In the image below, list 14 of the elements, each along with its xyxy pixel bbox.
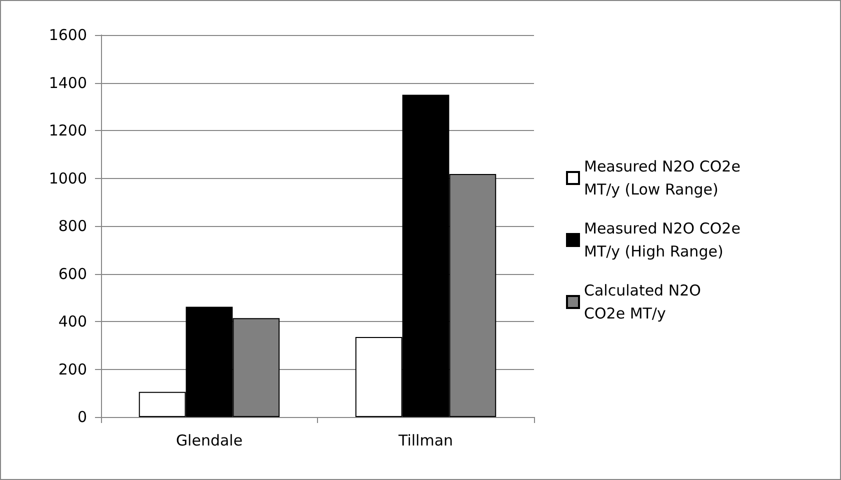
- x-tick-label: Tillman: [397, 432, 454, 450]
- legend-label: Measured N2O CO2e MT/y (High Range): [584, 220, 746, 260]
- y-tick-label: 1200: [48, 122, 87, 140]
- y-tick-label: 1400: [48, 74, 87, 92]
- y-tick-label: 200: [58, 360, 87, 378]
- y-tick-label: 1000: [48, 169, 87, 188]
- y-tick-label: 800: [58, 217, 87, 235]
- legend-label: Measured N2O CO2e MT/y (Low Range): [584, 158, 746, 198]
- x-tick-label: Glendale: [176, 432, 243, 450]
- y-tick-label: 600: [58, 264, 87, 283]
- legend-label: Calculated N2O CO2e MT/y: [584, 282, 706, 322]
- y-tick-label: 0: [77, 408, 87, 426]
- y-tick-label: 1600: [48, 26, 87, 44]
- y-tick-label: 400: [58, 312, 87, 330]
